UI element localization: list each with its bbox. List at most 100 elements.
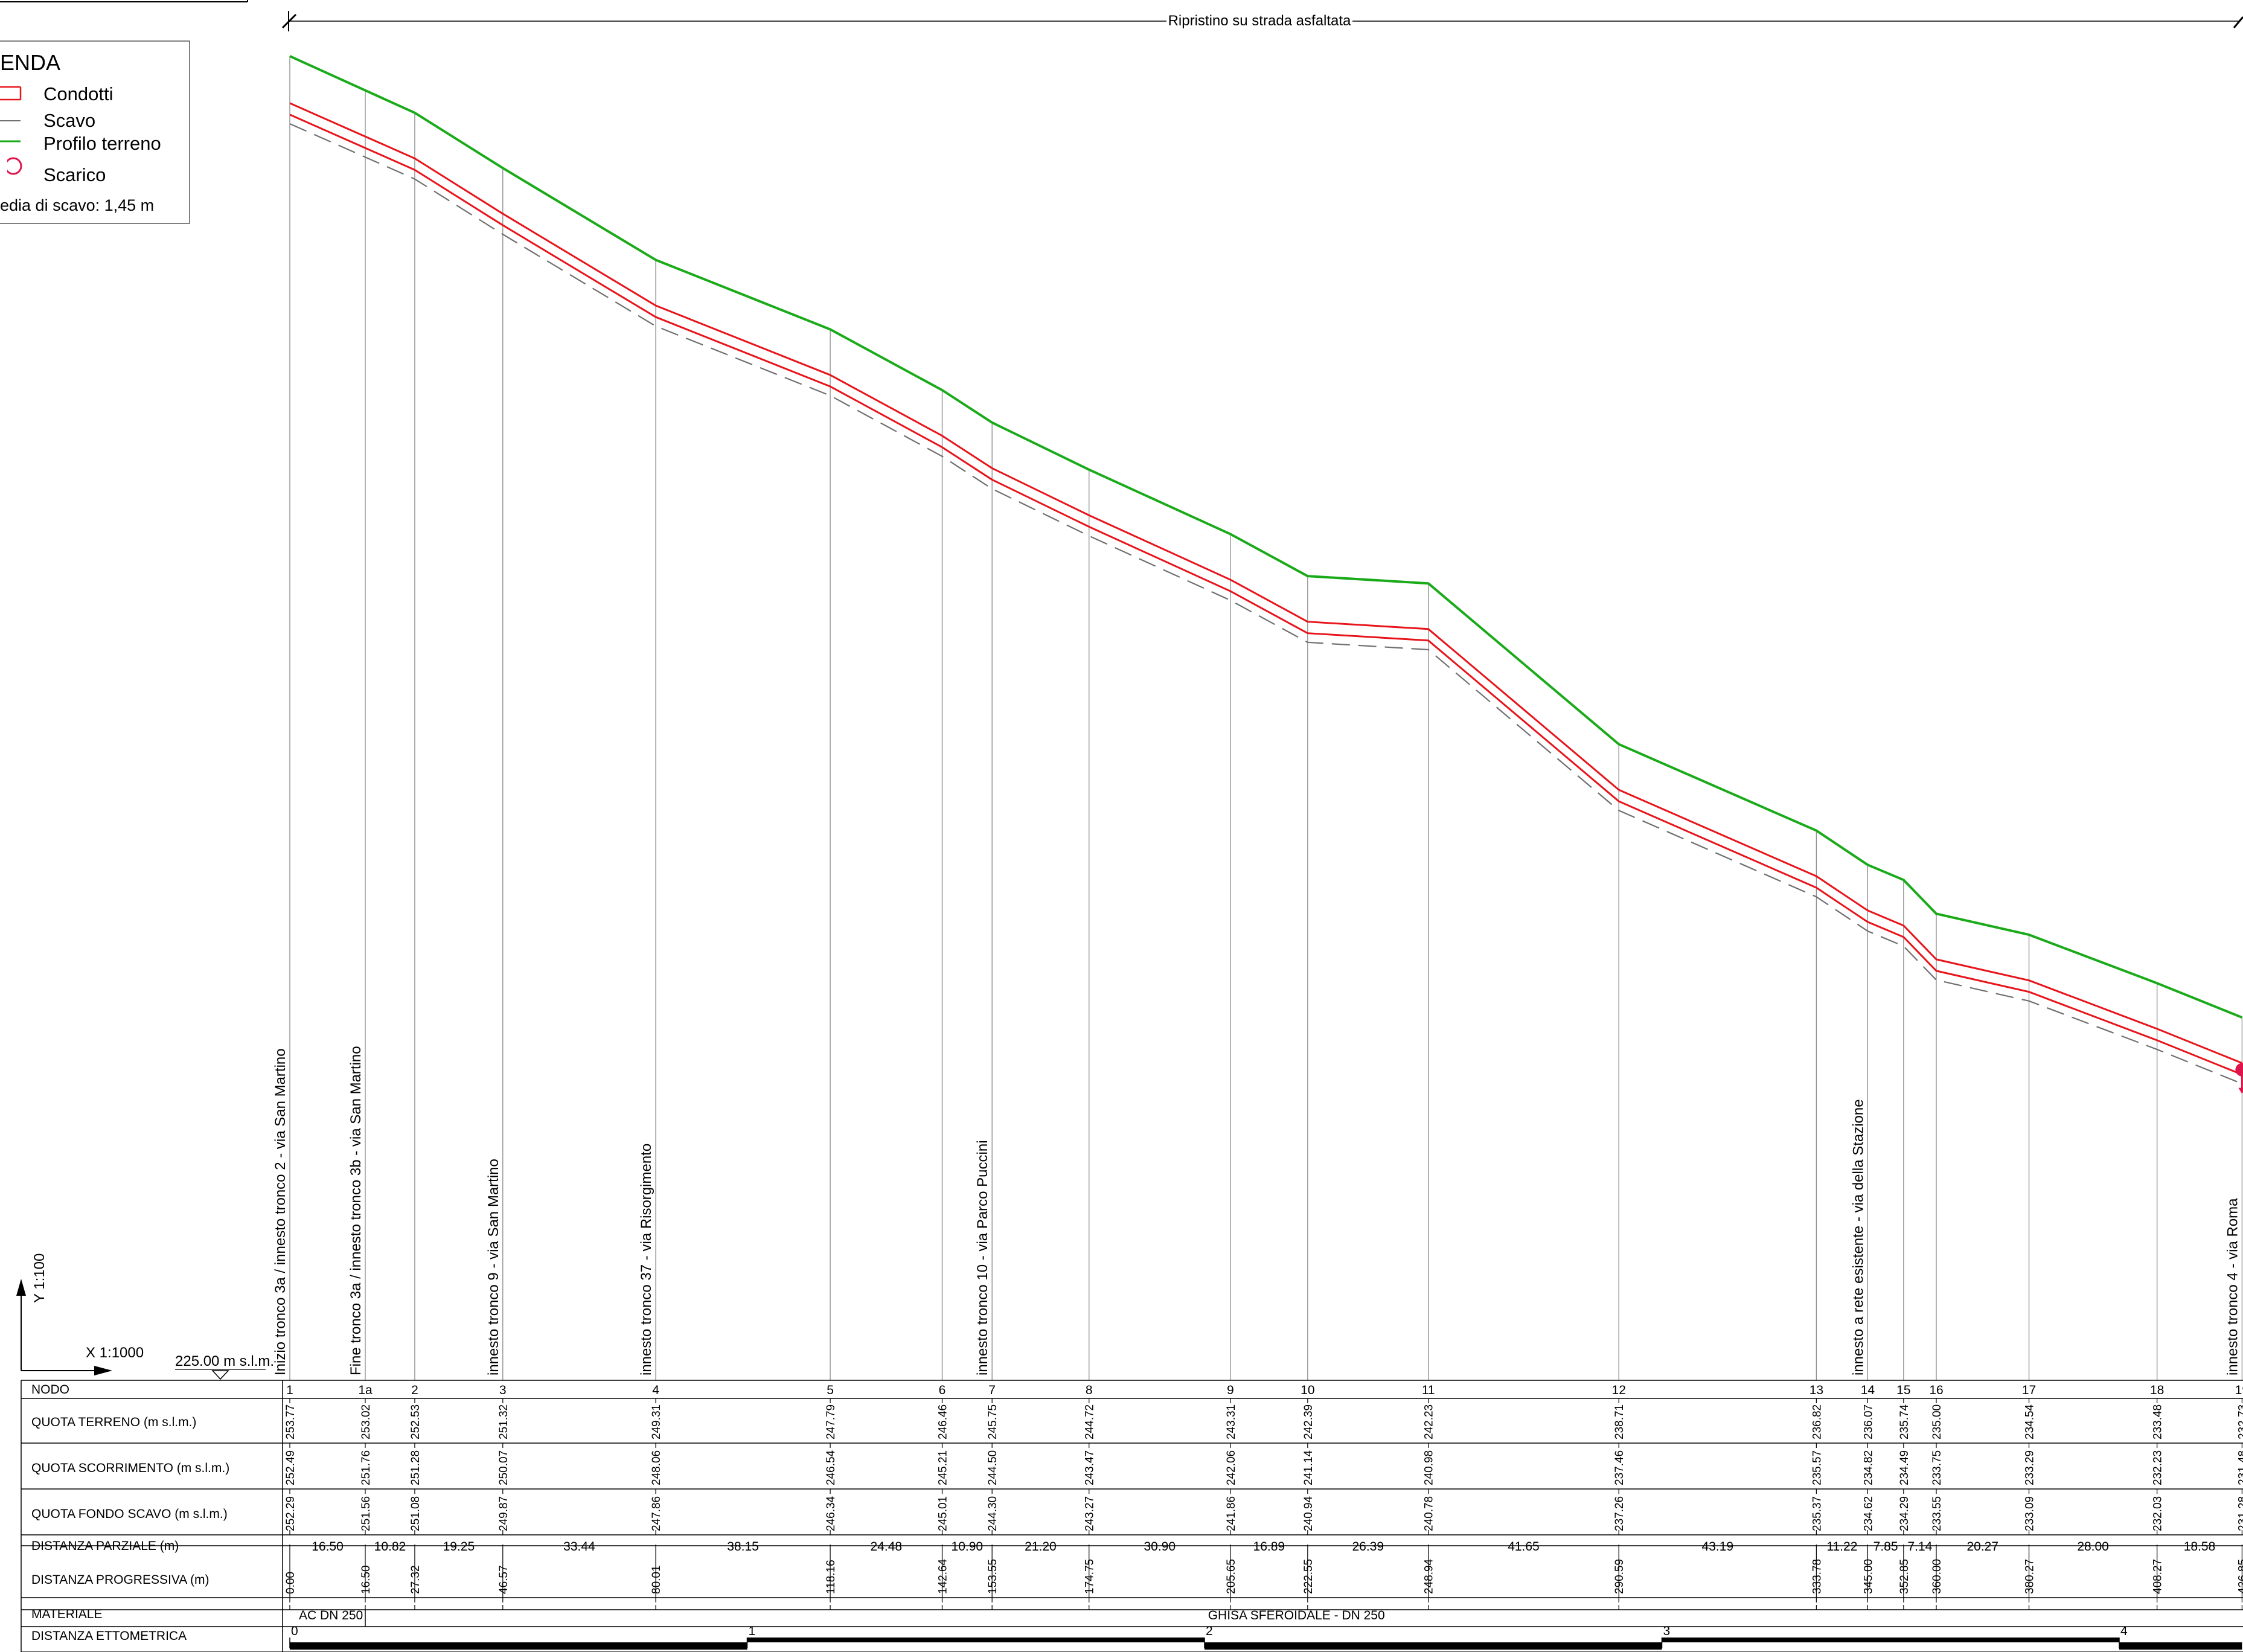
cell-nodo-1a: 1a [358,1383,373,1397]
cell-nodo-8: 8 [1086,1383,1093,1397]
cell-parziale-14: 7.85 [1873,1540,1898,1554]
cell-parziale-18: 18.58 [2184,1540,2216,1554]
cell-fondo-1: 252.29 [284,1496,297,1531]
cell-fondo-3: 249.87 [498,1496,510,1531]
cell-progressiva-13: 333.78 [1811,1559,1823,1594]
hecto-label-0: 0 [291,1624,298,1638]
cell-scorrimento-12: 237.46 [1613,1450,1626,1485]
paving-slash-right [2233,16,2243,28]
cell-scorrimento-1a: 251.76 [360,1450,373,1485]
cell-parziale-9: 16.89 [1253,1540,1285,1554]
cell-fondo-13: 235.37 [1811,1496,1823,1531]
x-scale-arrow [94,1366,112,1375]
cell-progressiva-7: 153.55 [987,1559,999,1594]
cell-progressiva-19: 426.85 [2236,1559,2243,1594]
cell-nodo-13: 13 [1809,1383,1823,1397]
cell-scorrimento-5: 246.54 [825,1450,837,1485]
cell-progressiva-3: 46.57 [498,1565,510,1594]
cell-scorrimento-3: 250.07 [498,1450,510,1485]
cell-fondo-4: 247.86 [650,1496,663,1531]
cell-fondo-5: 246.34 [825,1496,837,1531]
cell-terreno-13: 236.82 [1811,1404,1823,1439]
table-values: 1253.77252.49252.290.001a253.02251.76251… [284,1383,2243,1638]
cell-scorrimento-11: 240.98 [1423,1450,1436,1485]
excavation-bottom-line [289,123,2242,1084]
cell-parziale-11: 41.65 [1508,1540,1540,1554]
cell-terreno-15: 235.74 [1898,1404,1911,1439]
cell-fondo-18: 232.03 [2152,1496,2165,1531]
pipe-invert-line [289,114,2242,1076]
node-annotation-7: innesto tronco 10 - via Parco Puccini [974,1140,991,1375]
cell-fondo-2: 251.08 [409,1496,422,1531]
cell-progressiva-9: 205.65 [1225,1559,1238,1594]
cell-nodo-19: 19 [2235,1383,2243,1397]
legend-frame [0,40,190,224]
cell-terreno-2: 252.53 [409,1404,422,1439]
cell-progressiva-17: 380.27 [2024,1559,2037,1594]
y-scale-label: Y 1:100 [31,1253,48,1303]
cell-terreno-11: 242.23 [1423,1404,1436,1439]
cell-fondo-14: 234.62 [1862,1496,1875,1531]
datum-triangle [211,1370,229,1380]
cell-nodo-2: 2 [411,1383,418,1397]
cell-terreno-1: 253.77 [284,1404,297,1439]
row-label-quota-scorrimento: QUOTA SCORRIMENTO (m s.l.m.) [31,1461,229,1475]
hecto-label-1: 1 [749,1624,756,1638]
profile-table: NODO QUOTA TERRENO (m s.l.m.) QUOTA SCOR… [21,1380,2243,1652]
cell-nodo-10: 10 [1301,1383,1314,1397]
legend: ENDA Condotti Scavo Profilo terreno Scar… [0,40,190,224]
row-label-distanza-progressiva: DISTANZA PROGRESSIVA (m) [31,1573,209,1587]
cell-scorrimento-8: 243.47 [1084,1450,1096,1485]
node-annotation-19: innesto tronco 4 - via Roma [2224,1198,2241,1375]
cell-terreno-7: 245.75 [987,1404,999,1439]
cell-scorrimento-2: 251.28 [409,1450,422,1485]
cell-materiale-1: GHISA SFEROIDALE - DN 250 [1208,1609,1385,1622]
profile-terrain-line [289,55,2243,1019]
legend-item-scarico: Scarico [43,164,106,185]
cell-fondo-9: 241.86 [1225,1496,1238,1531]
cell-terreno-4: 249.31 [650,1404,663,1439]
legend-pipe-symbol [0,86,22,101]
cell-progressiva-5: 118.16 [825,1560,837,1594]
cell-nodo-7: 7 [988,1383,996,1397]
cell-nodo-6: 6 [939,1383,946,1397]
discharge-circle [2235,1063,2243,1077]
cell-terreno-6: 246.46 [936,1404,949,1439]
table-grid [21,1380,2243,1652]
x-scale-label: X 1:1000 [86,1345,144,1361]
cell-terreno-16: 235.00 [1931,1404,1944,1439]
cell-materiale-0: AC DN 250 [299,1609,363,1622]
table-row-labels: NODO QUOTA TERRENO (m s.l.m.) QUOTA SCOR… [31,1383,229,1643]
cell-fondo-16: 233.55 [1931,1496,1944,1531]
cell-fondo-11: 240.78 [1423,1496,1436,1531]
cell-nodo-15: 15 [1896,1383,1910,1397]
paving-slash-left [281,13,297,29]
cell-progressiva-1: 0.00 [284,1572,297,1594]
cell-scorrimento-15: 234.49 [1898,1450,1911,1485]
cell-fondo-15: 234.29 [1898,1496,1911,1531]
cell-scorrimento-14: 234.82 [1862,1450,1875,1485]
pipe-crown-line [289,102,2242,1065]
cell-scorrimento-9: 242.06 [1225,1450,1238,1485]
cell-progressiva-16: 360.00 [1931,1559,1944,1594]
cell-parziale-4: 38.15 [727,1540,759,1554]
cell-scorrimento-7: 244.50 [987,1450,999,1485]
cell-parziale-0: 16.50 [312,1540,344,1554]
cell-scorrimento-17: 233.29 [2024,1450,2037,1485]
hecto-bar-2 [1205,1642,1662,1650]
paving-dimension: Ripristino su strada asfaltata [281,11,2243,31]
legend-item-profilo-terreno: Profilo terreno [43,133,161,154]
cell-fondo-17: 233.09 [2024,1496,2037,1531]
cell-fondo-1a: 251.56 [360,1496,373,1531]
cell-parziale-10: 26.39 [1352,1540,1384,1554]
row-label-distanza-ettometrica: DISTANZA ETTOMETRICA [31,1629,187,1643]
node-annotation-3: innesto tronco 9 - via San Martino [485,1159,502,1375]
y-scale-arrow [16,1279,26,1296]
cell-progressiva-8: 174.75 [1084,1559,1096,1594]
row-label-nodo: NODO [31,1383,69,1397]
cell-fondo-7: 244.30 [987,1496,999,1531]
cell-terreno-18: 233.48 [2152,1404,2165,1439]
discharge-arrow [2238,1087,2243,1094]
cell-scorrimento-6: 245.21 [936,1450,949,1485]
cell-terreno-1a: 253.02 [360,1404,373,1439]
